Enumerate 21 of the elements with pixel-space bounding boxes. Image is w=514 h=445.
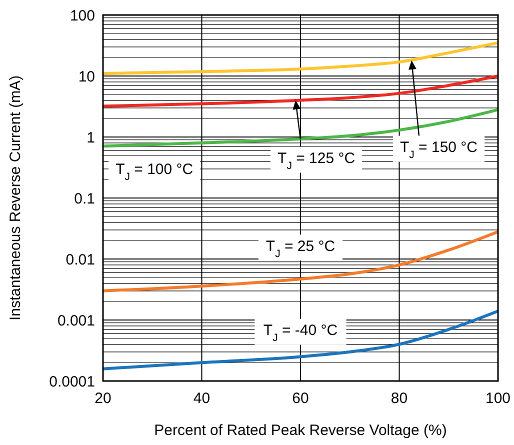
y-tick-label: 100 xyxy=(70,7,95,24)
x-tick-label: 80 xyxy=(390,390,408,407)
y-tick-label: 0.1 xyxy=(74,190,95,208)
y-tick-label: 0.01 xyxy=(66,251,95,268)
y-tick-label: 1 xyxy=(86,129,95,146)
annotation: T$_{J}$ = -40 °C xyxy=(263,322,338,344)
annotation: T$_{J}$ = 150 °C xyxy=(400,139,478,162)
line-series xyxy=(102,230,500,292)
y-tick-label: 10 xyxy=(78,68,95,86)
x-tick-label: 100 xyxy=(485,390,511,407)
annotation: T$_{J}$ = 100 °C xyxy=(116,160,194,183)
x-tick-label: 20 xyxy=(94,390,112,407)
annotation: T$_{J}$ = 125 °C xyxy=(278,150,356,172)
x-tick-label: 40 xyxy=(193,390,210,407)
x-tick-label: 60 xyxy=(292,390,309,407)
line-series xyxy=(102,310,500,370)
y-axis-title: Instantaneous Reverse Current (mA) xyxy=(7,75,24,321)
y-tick-label: 0.0001 xyxy=(49,373,95,390)
y-tick-label: 0.001 xyxy=(57,312,95,330)
annotation: T$_{J}$ = 25 °C xyxy=(266,238,336,260)
x-axis-title: Percent of Rated Peak Reverse Voltage (%) xyxy=(154,422,447,439)
